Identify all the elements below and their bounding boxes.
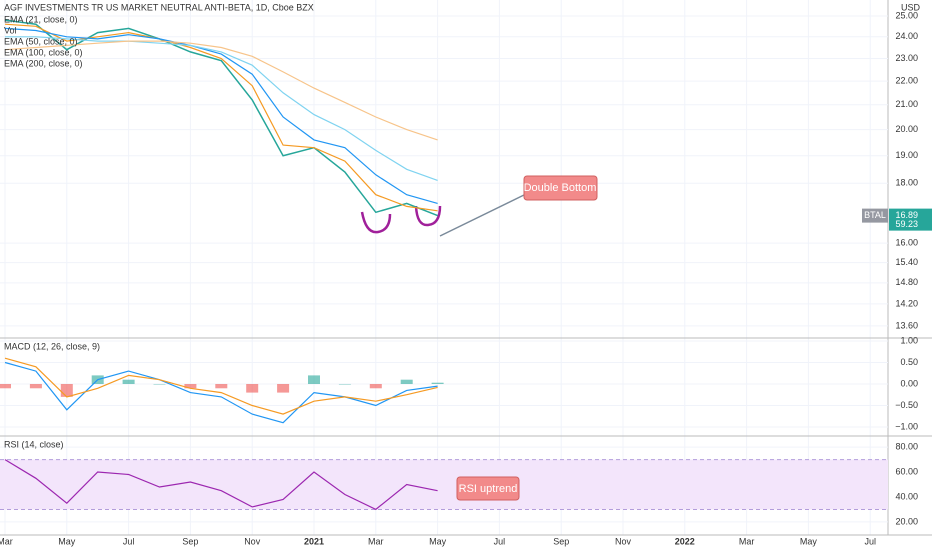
y-tick-label: 16.00 (895, 238, 918, 248)
legend-entry: EMA (200, close, 0) (4, 58, 83, 68)
x-tick-label: Jul (864, 536, 876, 546)
legend-entry: EMA (21, close, 0) (4, 14, 78, 24)
histogram-bar (431, 382, 444, 384)
y-tick-label: 14.80 (895, 277, 918, 287)
series-line (4, 40, 438, 141)
annotation-text: Double Bottom (524, 182, 597, 194)
histogram-bar (308, 375, 320, 384)
x-tick-label: May (800, 536, 818, 546)
pane-title: MACD (12, 26, close, 9) (4, 341, 100, 351)
y-tick-label: 18.00 (895, 178, 918, 188)
series-line (4, 459, 438, 511)
y-tick-label: 60.00 (895, 466, 918, 476)
series-line (4, 27, 438, 204)
y-tick-label: 24.00 (895, 31, 918, 41)
legend-entry: Vol (4, 25, 17, 35)
histogram-bar (153, 383, 166, 385)
annotation-box (523, 175, 598, 201)
y-tick-label: 20.00 (895, 124, 918, 134)
pane-title: RSI (14, close) (4, 439, 64, 449)
chart-title: AGF INVESTMENTS TR US MARKET NEUTRAL ANT… (4, 2, 314, 12)
y-tick-label: 25.00 (895, 10, 918, 20)
y-tick-label: 0.50 (900, 357, 918, 367)
double-bottom-arc (414, 205, 442, 227)
x-tick-label: May (429, 536, 447, 546)
x-tick-label: Jul (123, 536, 135, 546)
x-tick-label: 2022 (675, 536, 695, 546)
y-tick-label: 15.40 (895, 257, 918, 267)
legend-entry: EMA (50, close, 0) (4, 36, 78, 46)
histogram-bar (338, 383, 351, 385)
x-tick-label: Mar (739, 536, 755, 546)
x-tick-label: 2021 (304, 536, 324, 546)
x-tick-label: Mar (0, 536, 13, 546)
price-badge-extra: 59.23 (895, 219, 918, 229)
price-badge-value: 16.89 (895, 210, 918, 220)
y-tick-label: 23.00 (895, 53, 918, 63)
axis-unit: USD (901, 2, 921, 12)
y-tick-label: 14.20 (895, 298, 918, 308)
rsi-band (0, 459, 888, 510)
y-tick-label: 80.00 (895, 441, 918, 451)
histogram-bar (369, 383, 382, 389)
histogram-bar (400, 379, 413, 384)
series-line (4, 357, 438, 415)
y-tick-label: −1.00 (895, 421, 918, 431)
annotation-arrow (439, 193, 527, 237)
symbol-badge-text: BTAL (864, 210, 886, 220)
y-tick-label: 0.00 (900, 378, 918, 388)
y-tick-label: 40.00 (895, 491, 918, 501)
y-tick-label: 21.00 (895, 99, 918, 109)
symbol-badge (862, 208, 888, 223)
y-tick-label: 20.00 (895, 516, 918, 526)
legend-entry: EMA (100, close, 0) (4, 47, 83, 57)
x-tick-label: Jul (494, 536, 506, 546)
y-tick-label: 22.00 (895, 75, 918, 85)
x-tick-label: Nov (615, 536, 632, 546)
x-tick-label: Sep (553, 536, 569, 546)
x-tick-label: Mar (368, 536, 384, 546)
histogram-bar (277, 383, 290, 393)
x-tick-label: Sep (182, 536, 198, 546)
histogram-bar (122, 379, 135, 384)
x-tick-label: May (58, 536, 76, 546)
histogram-bar (215, 383, 228, 389)
histogram-bar (29, 383, 42, 389)
y-tick-label: −0.50 (895, 400, 918, 410)
y-tick-label: 13.60 (895, 320, 918, 330)
double-bottom-arc (360, 211, 392, 234)
histogram-bar (246, 383, 259, 393)
y-tick-label: 19.00 (895, 150, 918, 160)
series-line (5, 36, 438, 181)
annotation-text: RSI uptrend (459, 483, 518, 495)
series-line (4, 361, 438, 424)
annotation-box (456, 476, 520, 501)
histogram-bar (60, 383, 73, 397)
histogram-bar (184, 383, 197, 389)
histogram-bar (0, 383, 11, 389)
price-badge (889, 208, 932, 231)
x-tick-label: Nov (244, 536, 261, 546)
y-tick-label: 1.00 (900, 335, 918, 345)
series-line (4, 19, 438, 217)
